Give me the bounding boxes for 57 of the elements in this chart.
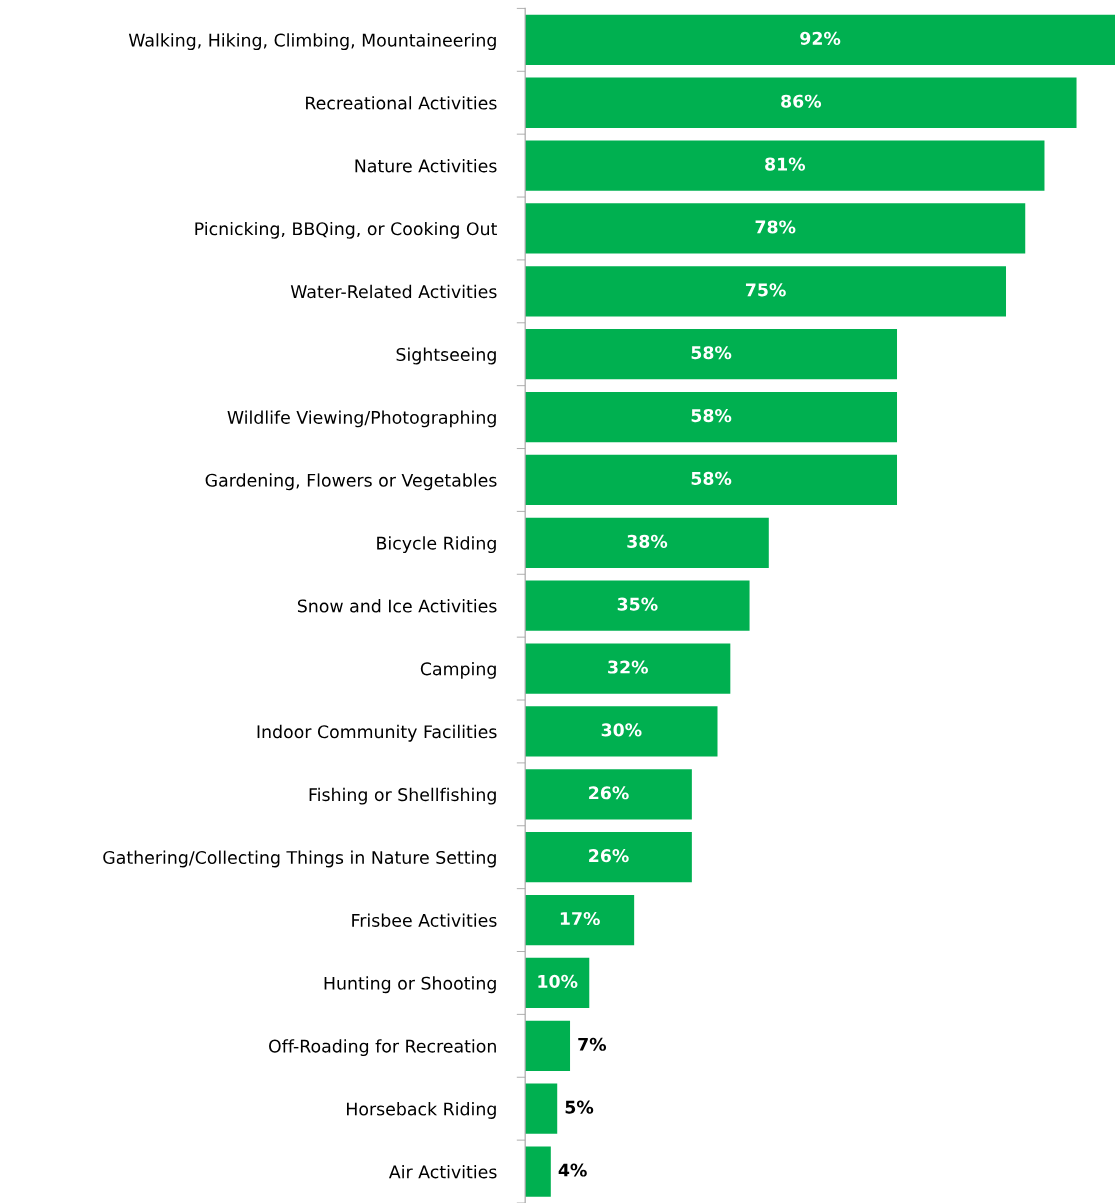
y-tick-label: Camping — [420, 661, 496, 679]
y-tick-label: Fishing or Shellfishing — [309, 787, 496, 805]
y-tick-label: Gardening, Flowers or Vegetables — [205, 473, 497, 491]
y-tick-label: Indoor Community Facilities — [257, 724, 497, 742]
y-tick-label: Water-Related Activities — [290, 284, 497, 299]
data-label: 58% — [691, 409, 732, 423]
data-label: 81% — [765, 157, 806, 171]
y-tick-label: Air Activities — [388, 1164, 497, 1179]
y-tick-label: Frisbee Activities — [352, 913, 497, 927]
y-tick-label: Picnicking, BBQing, or Cooking Out — [195, 221, 497, 239]
bar — [525, 1020, 571, 1071]
y-tick-label: Horseback Riding — [347, 1102, 496, 1119]
bar — [525, 1083, 558, 1134]
bar — [525, 769, 692, 820]
bar — [525, 643, 731, 694]
bar — [525, 517, 769, 568]
y-tick-label: Recreational Activities — [306, 96, 497, 110]
y-tick-label: Hunting or Shooting — [324, 976, 496, 994]
data-label: 5% — [565, 1100, 594, 1114]
y-tick-label: Off-Roading for Recreation — [269, 1039, 496, 1057]
bar — [525, 140, 1045, 191]
data-label: 30% — [601, 723, 642, 737]
y-tick-label: Bicycle Riding — [377, 536, 496, 554]
data-label: 17% — [560, 911, 600, 926]
bar — [525, 77, 1077, 128]
y-tick-label: Nature Activities — [355, 159, 497, 173]
bar — [525, 580, 750, 631]
data-label: 86% — [781, 94, 822, 108]
data-label: 7% — [578, 1037, 607, 1051]
bar — [525, 391, 898, 443]
data-label: 92% — [800, 31, 841, 45]
data-label: 78% — [755, 220, 796, 234]
data-label: 10% — [538, 974, 578, 988]
bar — [525, 832, 692, 883]
data-label: 4% — [558, 1163, 587, 1177]
data-label: 58% — [691, 346, 732, 360]
data-label: 75% — [745, 283, 786, 297]
bar — [525, 1146, 551, 1197]
bar — [525, 329, 898, 380]
data-label: 35% — [617, 597, 658, 611]
data-label: 26% — [589, 849, 629, 863]
data-label: 26% — [589, 786, 629, 800]
y-tick-label: Wildlife Viewing/Photographing — [227, 410, 496, 428]
bar — [525, 957, 590, 1009]
y-tick-label: Sightseeing — [396, 347, 496, 365]
data-label: 58% — [691, 471, 732, 485]
data-label: 38% — [627, 534, 668, 548]
bar — [525, 14, 1115, 66]
bar — [525, 454, 898, 506]
bar — [525, 894, 635, 946]
bar — [525, 706, 718, 757]
y-tick-label: Walking, Hiking, Climbing, Mountaineering — [128, 33, 496, 51]
bar — [525, 266, 1007, 317]
y-tick-label: Gathering/Collecting Things in Nature Setting — [103, 850, 496, 868]
y-tick-label: Snow and Ice Activities — [297, 599, 497, 613]
bar — [525, 203, 1026, 254]
data-label: 32% — [608, 660, 648, 674]
